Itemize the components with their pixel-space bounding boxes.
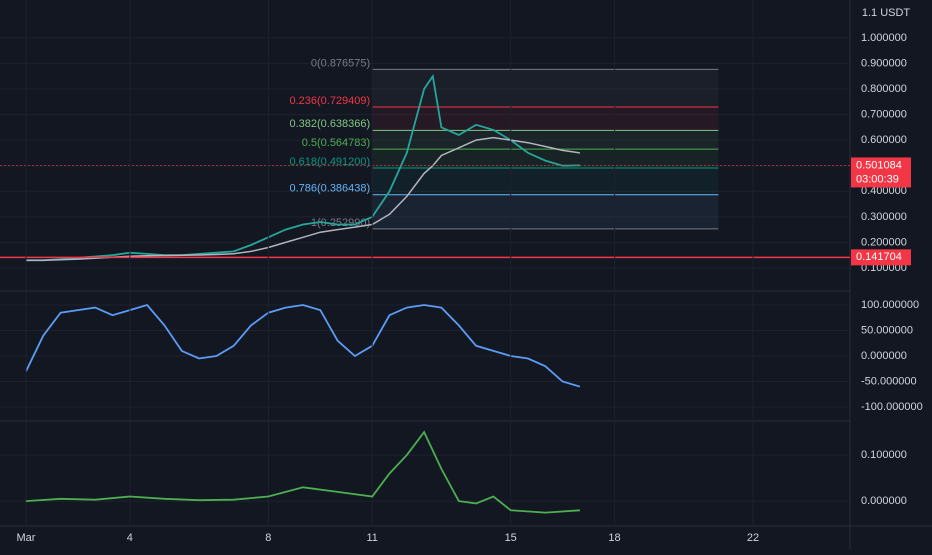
- price-tag: [851, 157, 911, 188]
- x-tick-label: 8: [265, 532, 271, 544]
- fib-label: 0.236(0.729409): [289, 95, 370, 107]
- y-tick-label: -50.000000: [861, 375, 917, 387]
- series-line: [25, 303, 581, 388]
- y-tick-label: 0.000000: [861, 495, 907, 507]
- y-tick-label: 1.000000: [861, 32, 907, 44]
- fib-band: [372, 107, 719, 131]
- y-tick-label: 0.700000: [861, 108, 907, 120]
- x-tick-label: 15: [505, 532, 517, 544]
- x-tick-label: 18: [608, 532, 620, 544]
- fib-band: [372, 167, 719, 195]
- price-tag-label: 0.501084: [856, 159, 902, 171]
- fib-label: 0.786(0.386438): [289, 183, 370, 195]
- x-tick-label: 22: [747, 532, 759, 544]
- x-tick-label: 4: [127, 532, 133, 544]
- y-tick-label: 100.000000: [861, 299, 919, 311]
- y-tick-label: 0.900000: [861, 57, 907, 69]
- fib-label: 0.618(0.491200): [289, 156, 370, 168]
- fib-label: 1(0.252990): [311, 217, 370, 229]
- fib-band: [372, 69, 719, 108]
- price-tag: [851, 249, 911, 266]
- y-tick-label: 0.800000: [861, 83, 907, 95]
- y-tick-label: 50.000000: [861, 324, 913, 336]
- x-tick-label: 11: [366, 532, 377, 544]
- fib-band: [372, 149, 719, 168]
- fib-label: 0.5(0.564783): [302, 137, 371, 149]
- countdown: 03:00:39: [856, 173, 899, 185]
- fib-band: [372, 194, 719, 229]
- series-line: [26, 73, 580, 262]
- y-tick-label: 0.100000: [861, 449, 907, 461]
- x-tick-label: Mar: [16, 532, 35, 544]
- scale-label: 1.1 USDT: [862, 7, 911, 19]
- y-tick-label: 0.200000: [861, 236, 907, 248]
- y-tick-label: 0.600000: [861, 134, 907, 146]
- fib-label: 0(0.876575): [311, 57, 370, 69]
- series-line: [25, 430, 580, 514]
- price-tag-label: 0.141704: [856, 251, 902, 263]
- y-tick-label: 0.300000: [861, 211, 907, 223]
- y-tick-label: 0.400000: [861, 185, 907, 197]
- fib-label: 0.382(0.638366): [289, 118, 370, 130]
- y-tick-label: 0.000000: [861, 350, 907, 362]
- y-tick-label: -100.000000: [861, 401, 923, 413]
